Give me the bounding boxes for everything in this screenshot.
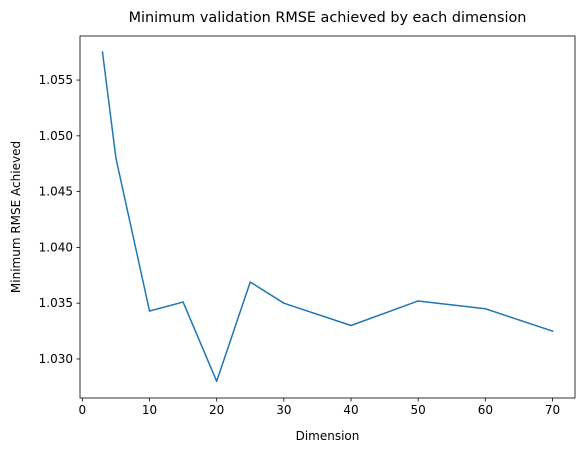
y-tick-label: 1.040: [39, 240, 73, 254]
data-point: [350, 324, 352, 327]
data-point: [115, 157, 117, 159]
data-point: [249, 281, 252, 283]
chart-title: Minimum validation RMSE achieved by each…: [129, 10, 527, 26]
x-tick-label: 20: [209, 403, 224, 417]
y-tick-label: 1.050: [39, 129, 73, 143]
x-tick-label: 40: [343, 403, 358, 417]
data-point: [484, 308, 487, 310]
y-tick-label: 1.030: [39, 352, 73, 366]
x-tick-label: 70: [545, 403, 560, 417]
x-axis-label: Dimension: [296, 429, 360, 443]
data-point: [215, 380, 218, 383]
x-tick-label: 50: [411, 403, 426, 417]
series-layer: [101, 51, 554, 383]
y-axis-ticks: 1.030 1.035 1.040 1.045 1.050 1.055: [39, 73, 80, 366]
y-tick-label: 1.045: [39, 185, 73, 199]
data-point: [101, 51, 104, 53]
y-axis-label: Minimum RMSE Achieved: [9, 141, 23, 293]
x-tick-label: 10: [142, 403, 157, 417]
y-tick-label: 1.035: [39, 296, 73, 310]
x-tick-label: 60: [478, 403, 493, 417]
plot-area-frame: [79, 35, 576, 399]
data-point: [182, 301, 184, 303]
data-point: [551, 330, 554, 332]
data-point: [148, 310, 151, 312]
x-tick-label: 30: [276, 403, 291, 417]
data-point: [283, 302, 285, 304]
x-tick-label: 0: [79, 403, 87, 417]
x-axis-ticks: 0 10 20 30 40 50 60 70: [79, 398, 560, 417]
y-tick-label: 1.055: [39, 73, 73, 87]
data-point: [417, 300, 419, 302]
